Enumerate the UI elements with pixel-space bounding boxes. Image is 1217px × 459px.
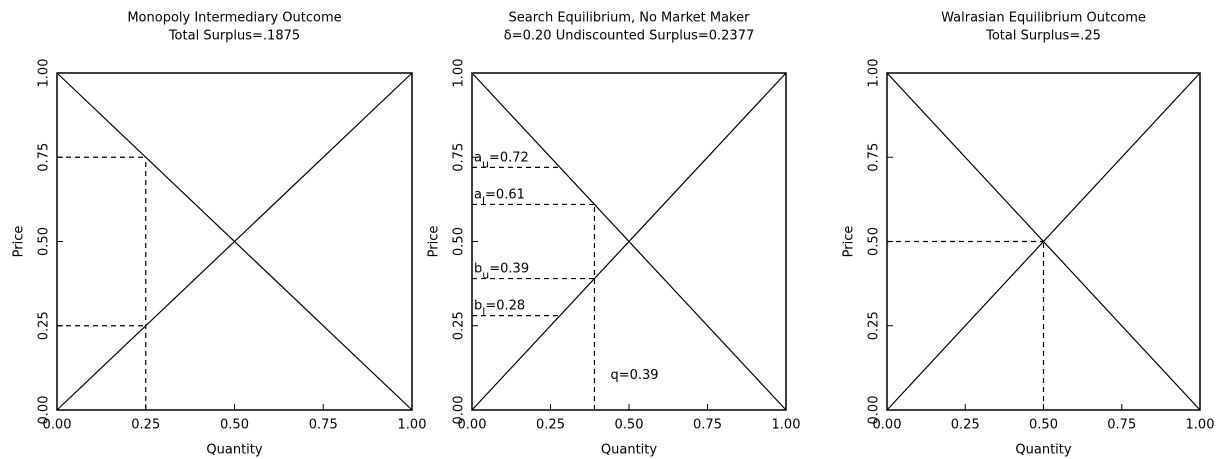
chart-subtitle: Total Surplus=.25 [985, 29, 1101, 44]
x-tick-label: 0.00 [458, 418, 487, 433]
y-tick-label: 0.75 [37, 143, 52, 172]
x-tick-label: 0.00 [873, 418, 902, 433]
y-tick-label: 0.50 [452, 227, 467, 256]
annotation: q=0.39 [610, 368, 658, 383]
x-tick-label: 0.75 [309, 418, 338, 433]
annotation-part: u [482, 157, 489, 170]
y-tick-label: 0.00 [37, 396, 52, 425]
annotation-part: q=0.39 [610, 368, 658, 383]
y-tick-label: 0.50 [867, 227, 882, 256]
y-tick-label: 1.00 [37, 59, 52, 88]
chart-subtitle: δ=0.20 Undiscounted Surplus=0.2377 [504, 29, 754, 44]
chart-title: Monopoly Intermediary Outcome [127, 11, 341, 26]
y-tick-label: 1.00 [452, 59, 467, 88]
annotation-part: =0.72 [489, 150, 529, 165]
y-tick-label: 0.25 [37, 311, 52, 340]
curve [56, 72, 413, 411]
x-axis-label: Quantity [601, 443, 657, 458]
annotation: al=0.61 [474, 187, 525, 207]
x-tick-label: 0.50 [1029, 418, 1058, 433]
annotation: au=0.72 [474, 150, 529, 170]
y-axis-label: Price [427, 226, 442, 258]
curve [471, 72, 787, 411]
x-tick-label: 1.00 [398, 418, 427, 433]
y-axis-label: Price [12, 226, 27, 258]
annotation-part: u [482, 268, 489, 281]
annotation-part: l [482, 305, 485, 318]
y-tick-label: 0.25 [452, 311, 467, 340]
annotation-part: =0.39 [489, 261, 529, 276]
y-tick-label: 0.00 [452, 396, 467, 425]
annotation-part: b [474, 261, 482, 276]
chart-subtitle: Total Surplus=.1875 [168, 29, 300, 44]
annotation: bu=0.39 [474, 261, 529, 281]
y-tick-label: 0.75 [452, 143, 467, 172]
x-tick-label: 0.75 [693, 418, 722, 433]
x-tick-label: 0.25 [536, 418, 565, 433]
x-tick-label: 0.25 [131, 418, 160, 433]
chart-title: Walrasian Equilibrium Outcome [941, 11, 1146, 26]
y-axis-label: Price [842, 226, 857, 258]
y-tick-label: 0.50 [37, 227, 52, 256]
annotation-part: b [474, 298, 482, 313]
x-tick-label: 0.75 [1107, 418, 1136, 433]
annotation-part: l [482, 194, 485, 207]
x-tick-label: 0.50 [615, 418, 644, 433]
annotation-part: a [474, 150, 482, 165]
chart-title: Search Equilibrium, No Market Maker [509, 11, 751, 26]
x-tick-label: 0.25 [951, 418, 980, 433]
annotation: bl=0.28 [474, 298, 525, 318]
x-tick-label: 0.50 [220, 418, 249, 433]
y-tick-label: 0.75 [867, 143, 882, 172]
y-tick-label: 0.00 [867, 396, 882, 425]
x-axis-label: Quantity [206, 443, 262, 458]
annotation-part: =0.61 [485, 187, 525, 202]
annotation-part: a [474, 187, 482, 202]
y-tick-label: 1.00 [867, 59, 882, 88]
x-tick-label: 1.00 [772, 418, 801, 433]
x-axis-label: Quantity [1015, 443, 1071, 458]
annotation-part: =0.28 [485, 298, 525, 313]
x-tick-label: 1.00 [1186, 418, 1215, 433]
x-tick-label: 0.00 [43, 418, 72, 433]
y-tick-label: 0.25 [867, 311, 882, 340]
